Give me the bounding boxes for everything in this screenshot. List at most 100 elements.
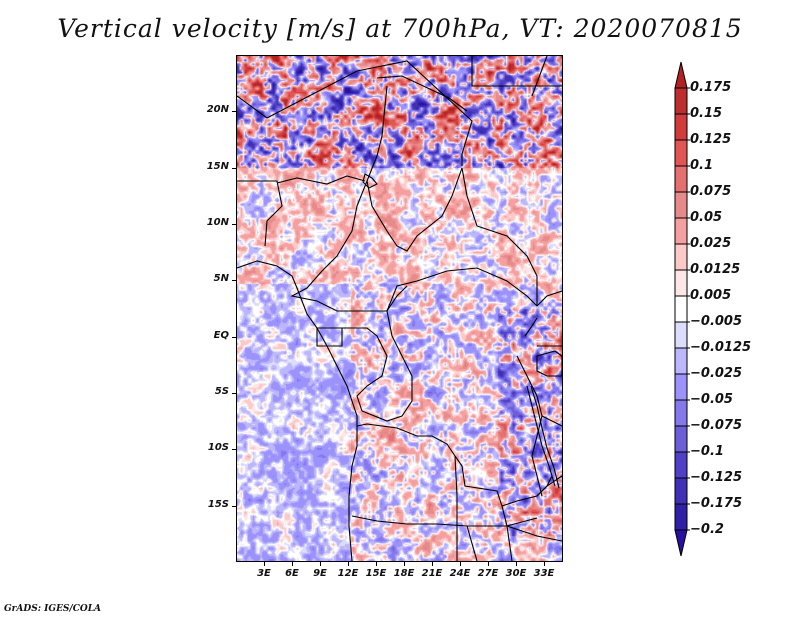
y-tick-label: 10N (206, 217, 229, 228)
x-tick-label: 9E (313, 568, 327, 579)
colorbar-label: 0.005 (690, 288, 732, 303)
x-tick (544, 562, 545, 566)
colorbar-swatch (674, 217, 688, 245)
y-tick-label: 15S (207, 499, 229, 510)
grads-credit: GrADS: IGES/COLA (4, 604, 102, 614)
colorbar-swatch (674, 191, 688, 219)
colorbar-label: 0.125 (690, 132, 732, 147)
colorbar-max-arrow (674, 61, 688, 89)
colorbar-label: 0.05 (690, 210, 723, 225)
x-tick-label: 21E (421, 568, 443, 579)
colorbar-label: −0.2 (690, 522, 724, 537)
colorbar-swatch (674, 87, 688, 115)
lake-chad (362, 173, 378, 189)
x-tick-label: 33E (533, 568, 555, 579)
x-tick (404, 562, 405, 566)
border-tanzania (541, 415, 562, 427)
border-nigeria-north (276, 175, 366, 185)
x-tick-label: 27E (477, 568, 499, 579)
y-tick (232, 337, 236, 338)
lake-tanganyika-east (530, 385, 560, 489)
chart-title: Vertical velocity [m/s] at 700hPa, VT: 2… (57, 14, 743, 43)
border-sudan-libya (471, 56, 562, 87)
colorbar-label: 0.0125 (690, 262, 741, 277)
x-tick (488, 562, 489, 566)
x-tick (516, 562, 517, 566)
colorbar-swatch (674, 399, 688, 427)
border-angola-east (454, 455, 458, 561)
y-tick-label: 5N (213, 273, 229, 284)
y-tick (232, 393, 236, 394)
y-tick-label: 5S (214, 386, 229, 397)
x-tick-label: 6E (285, 568, 299, 579)
lake-victoria (536, 350, 562, 377)
colorbar-label: −0.025 (690, 366, 743, 381)
x-tick-label: 3E (257, 568, 271, 579)
border-drc-east (516, 355, 543, 497)
lake-malawi (536, 475, 553, 497)
x-tick (264, 562, 265, 566)
y-tick (232, 449, 236, 450)
border-sudan-east (531, 56, 548, 97)
colorbar-label: 0.075 (690, 184, 732, 199)
border-niger-chad (237, 60, 473, 166)
colorbar-swatch (674, 295, 688, 323)
x-tick (376, 562, 377, 566)
border-sudan-car (461, 167, 538, 306)
x-tick (432, 562, 433, 566)
map-plot-area (236, 55, 563, 562)
colorbar-label: −0.05 (690, 392, 733, 407)
country-borders (237, 56, 562, 561)
x-tick-label: 15E (365, 568, 387, 579)
colorbar-label: 0.175 (690, 80, 732, 95)
border-niger-nigeria (237, 180, 283, 247)
lake-tanganyika (526, 385, 556, 487)
colorbar-min-arrow (674, 529, 688, 557)
border-congo-drc (361, 310, 413, 422)
border-ethiopia (536, 290, 562, 307)
y-tick-label: EQ (213, 330, 229, 341)
border-chad-west (366, 85, 388, 182)
colorbar-swatch (674, 477, 688, 505)
y-tick (232, 506, 236, 507)
vertical-velocity-field (237, 56, 562, 561)
y-tick (232, 224, 236, 225)
border-chad-south (366, 167, 463, 252)
colorbar-swatch (674, 113, 688, 141)
colorbar-swatch (674, 425, 688, 453)
colorbar-label: −0.175 (690, 496, 743, 511)
x-tick-label: 18E (393, 568, 415, 579)
x-tick (348, 562, 349, 566)
x-tick-label: 12E (337, 568, 359, 579)
colorbar-swatch (674, 373, 688, 401)
y-tick-label: 10S (207, 442, 229, 453)
border-car-south (386, 267, 538, 312)
y-tick (232, 280, 236, 281)
y-tick-label: 20N (206, 104, 229, 115)
colorbar-label: −0.0125 (690, 340, 752, 355)
colorbar-label: 0.15 (690, 106, 723, 121)
border-namibia (466, 525, 478, 561)
x-tick (460, 562, 461, 566)
coast-west-africa (237, 260, 358, 561)
colorbar-label: 0.1 (690, 158, 714, 173)
colorbar-label: −0.005 (690, 314, 743, 329)
nile-lakes (524, 317, 538, 337)
x-tick (292, 562, 293, 566)
colorbar-swatch (674, 503, 688, 531)
border-zimbabwe (506, 525, 562, 542)
colorbar-label: −0.125 (690, 470, 743, 485)
border-libya-south (376, 75, 468, 112)
colorbar-swatch (674, 321, 688, 349)
colorbar-label: 0.025 (690, 236, 732, 251)
border-cameroon (290, 180, 408, 312)
y-tick (232, 168, 236, 169)
border-gabon-congo (317, 327, 388, 412)
border-gabon-rect (316, 328, 343, 347)
colorbar-label: −0.075 (690, 418, 743, 433)
colorbar-swatch (674, 243, 688, 271)
y-tick-label: 15N (206, 161, 229, 172)
x-tick (320, 562, 321, 566)
x-tick-label: 24E (449, 568, 471, 579)
